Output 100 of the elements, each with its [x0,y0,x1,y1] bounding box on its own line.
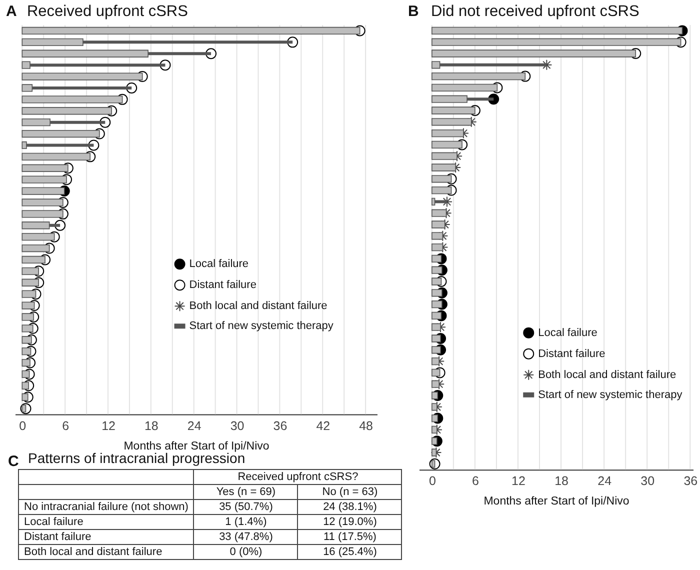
bar [432,38,682,46]
bar [432,426,438,434]
bar [432,254,442,263]
text: 12 (19.0%) [323,516,377,528]
x-tick-label: 30 [230,418,244,433]
bar [432,118,472,126]
bar [432,140,462,149]
bar [432,243,444,252]
bar [26,144,94,147]
point [430,446,442,458]
x-axis-title: Months after Start of Ipi/Nivo [124,440,270,452]
legend-label: Distant failure [538,348,606,360]
bar [432,266,442,274]
bar [432,50,636,58]
bar [22,176,67,184]
x-tick-label: 0 [19,418,26,433]
bar [22,382,29,390]
point [435,322,446,333]
bar [22,347,32,356]
bar [432,460,436,468]
x-tick-label: 24 [187,418,202,433]
text: Patterns of intracranial progression [28,450,246,466]
x-tick-label: 18 [144,418,158,433]
text: 0 (0%) [230,546,262,558]
bar [432,278,442,286]
bar [432,129,464,138]
bar [22,152,91,161]
bar [22,210,64,218]
text: 11 (17.5%) [323,531,376,543]
bar [22,393,28,401]
bar [432,186,452,194]
text: 16 (25.4%) [323,546,377,558]
x-tick-label: 42 [316,418,330,433]
bar [432,392,438,400]
x-tick-label: 24 [598,474,612,488]
x-axis-title: Months after Start of Ipi/Nivo [484,496,630,508]
bar [22,278,40,286]
category-label: Local failure [24,516,84,528]
bar [432,26,683,35]
text: 1 (1.4%) [225,516,267,528]
bar [22,244,50,252]
legend-label: Start of new systemic therapy [538,388,683,401]
bar [22,96,123,104]
category-label: Distant failure [24,531,92,543]
bar [432,368,440,377]
bar [22,302,35,310]
bar [22,370,30,378]
x-tick-label: 36 [273,418,288,433]
bar [432,312,442,320]
x-tick-label: 0 [428,474,436,488]
bar [432,334,441,342]
bar [432,72,526,80]
bar [432,209,447,217]
text: A [6,3,17,20]
bar [22,187,65,195]
bar [22,164,68,172]
bar [22,358,30,367]
category-label: Yes (n = 69) [194,484,298,500]
bar [432,403,438,411]
bar [432,84,498,92]
bar [432,220,446,228]
x-tick-label: 18 [554,474,569,488]
bar [22,72,143,80]
bar [432,357,440,366]
bar [22,130,100,138]
text: 24 (38.1%) [323,501,377,513]
bar [22,336,32,344]
bar [432,323,441,331]
bar [432,300,442,308]
bar [432,448,437,456]
bar [432,289,442,297]
bar [22,404,26,412]
bar [22,107,112,115]
category-label: No (n = 63) [298,484,402,500]
bar [22,232,55,241]
bar [432,106,476,114]
category-label: No intracranial failure (not shown) [24,501,188,513]
text: Received upfront cSRS? [194,470,402,484]
x-tick-label: 6 [62,418,70,433]
legend-label: Both local and distant failure [538,368,676,381]
x-tick-label: 12 [512,474,526,488]
bar [432,414,438,422]
x-tick-label: 36 [684,474,698,488]
text: B [408,3,419,20]
bar [22,256,46,264]
x-tick-label: 6 [472,474,479,488]
legend-label: Start of new systemic therapy [189,320,334,332]
category-label: Both local and distant failure [24,546,162,558]
legend-label: Local failure [538,326,598,339]
bar [22,267,40,276]
bar [22,198,64,206]
point [541,59,552,70]
bar [22,26,360,35]
bar [432,437,438,445]
bar [22,313,34,321]
bar [434,200,447,204]
bar [432,232,444,240]
legend-label: Both local and distant failure [189,300,328,312]
bar [432,164,456,172]
bar [432,380,440,388]
